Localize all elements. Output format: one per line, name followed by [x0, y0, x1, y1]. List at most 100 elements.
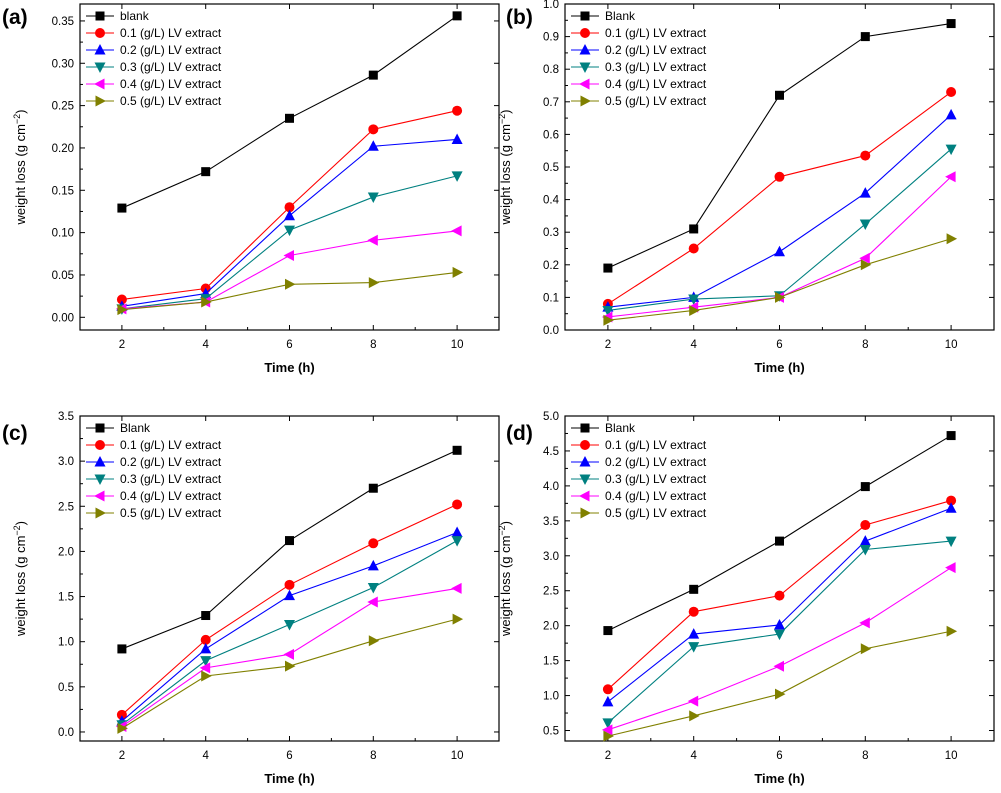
legend-label: blank: [120, 9, 150, 23]
data-point: [602, 305, 614, 317]
x-axis-title: Time (h): [754, 360, 804, 375]
x-axis-title: Time (h): [754, 771, 804, 786]
series-line: [121, 175, 458, 310]
data-point: [283, 249, 294, 261]
y-tick-label: 0.0: [543, 325, 559, 337]
data-point: [116, 294, 127, 305]
data-point: [117, 644, 127, 654]
y-axis-title-sup: −2: [497, 114, 507, 124]
data-point: [117, 304, 128, 316]
legend-label: Blank: [120, 421, 151, 435]
data-point: [860, 643, 872, 655]
y-tick-label: 0.35: [52, 16, 74, 28]
y-axis-title: weight loss (g cm−2): [497, 521, 513, 637]
y-axis-title: weight loss (g cm−2): [12, 521, 28, 637]
series-line: [607, 630, 952, 737]
data-point: [860, 482, 870, 492]
data-point: [859, 535, 871, 546]
data-point: [284, 620, 295, 631]
legend-marker: [94, 474, 106, 485]
data-point: [946, 19, 956, 29]
y-tick-label: 5.0: [543, 411, 559, 423]
x-tick-label: 2: [119, 339, 125, 351]
data-point: [601, 724, 613, 736]
x-tick-label: 2: [119, 750, 125, 762]
data-point: [284, 589, 295, 601]
y-tick-label: 0.2: [543, 260, 559, 272]
y-tick-label: 1.5: [58, 592, 74, 604]
x-tick-label: 2: [605, 750, 611, 762]
y-tick-label: 0.4: [543, 195, 560, 207]
legend-marker: [579, 456, 591, 467]
legend-label: 0.1 (g/L) LV extract: [605, 26, 707, 40]
data-point: [689, 710, 700, 722]
legend-label: 0.1 (g/L) LV extract: [120, 26, 222, 40]
y-tick-label: 3.0: [543, 551, 559, 563]
y-tick-label: 0.25: [52, 101, 74, 113]
data-point: [452, 11, 462, 21]
x-tick-label: 6: [286, 750, 292, 762]
data-point: [859, 252, 870, 264]
legend-marker: [95, 507, 106, 519]
data-point: [283, 648, 294, 660]
data-point: [774, 618, 785, 630]
legend-marker: [580, 423, 590, 433]
data-point: [774, 629, 785, 641]
data-point: [451, 171, 463, 182]
x-tick-label: 4: [202, 750, 209, 762]
data-point: [775, 536, 784, 546]
legend-label: 0.5 (g/L) LV extract: [120, 506, 222, 520]
x-tick-label: 6: [286, 339, 292, 351]
legend-label: 0.1 (g/L) LV extract: [120, 438, 222, 452]
chart-panel: (d) 2 4 6 8 10 0.5 1.0 1.5 2.0 2.5 3.0 3.5 4.0 4.5 5.0 T…: [497, 411, 995, 786]
data-point: [603, 263, 613, 273]
x-tick-label: 6: [776, 750, 782, 762]
data-point: [367, 234, 378, 246]
y-axis-title-main: weight loss (g cm: [13, 124, 28, 225]
data-point: [285, 660, 296, 672]
y-tick-label: 4.5: [543, 446, 559, 458]
y-tick-label: 2.0: [58, 546, 74, 558]
y-tick-label: 2.0: [543, 621, 559, 633]
y-tick-label: 0.0: [58, 727, 74, 739]
y-tick-label: 3.0: [58, 456, 74, 468]
panel-label: (c): [2, 422, 28, 445]
y-tick-label: 0.5: [58, 682, 74, 694]
data-point: [116, 709, 127, 720]
legend-label: 0.3 (g/L) LV extract: [605, 472, 707, 486]
data-point: [689, 584, 699, 594]
legend-label: 0.1 (g/L) LV extract: [605, 438, 707, 452]
y-axis-title-close: ): [498, 109, 513, 113]
legend-label: 0.5 (g/L) LV extract: [605, 94, 707, 108]
data-point: [860, 150, 871, 161]
legend-marker: [580, 95, 591, 107]
legend-label: 0.4 (g/L) LV extract: [605, 77, 707, 91]
legend-label: 0.4 (g/L) LV extract: [120, 489, 222, 503]
y-tick-label: 2.5: [543, 586, 559, 598]
y-tick-label: 1.0: [543, 0, 559, 11]
series-line: [121, 271, 458, 311]
legend-marker: [94, 456, 106, 467]
legend-marker: [95, 440, 105, 450]
legend-label: 0.2 (g/L) LV extract: [605, 43, 707, 57]
data-point: [285, 278, 296, 290]
data-point: [602, 695, 614, 707]
x-tick-label: 8: [862, 750, 868, 762]
x-tick-label: 8: [862, 339, 868, 351]
data-point: [367, 596, 378, 608]
y-tick-label: 3.5: [543, 516, 559, 528]
legend-label: 0.4 (g/L) LV extract: [120, 77, 222, 91]
y-tick-label: 0.6: [543, 129, 559, 141]
data-point: [688, 628, 700, 639]
data-point: [285, 536, 294, 546]
legend-label: Blank: [605, 9, 636, 23]
y-tick-label: 0.9: [543, 32, 559, 44]
data-point: [602, 684, 613, 695]
data-point: [368, 538, 379, 549]
data-point: [689, 224, 699, 234]
data-point: [201, 296, 212, 308]
data-point: [945, 144, 957, 156]
data-point: [860, 32, 870, 42]
x-tick-label: 8: [370, 339, 376, 351]
y-tick-label: 0.05: [52, 270, 74, 282]
